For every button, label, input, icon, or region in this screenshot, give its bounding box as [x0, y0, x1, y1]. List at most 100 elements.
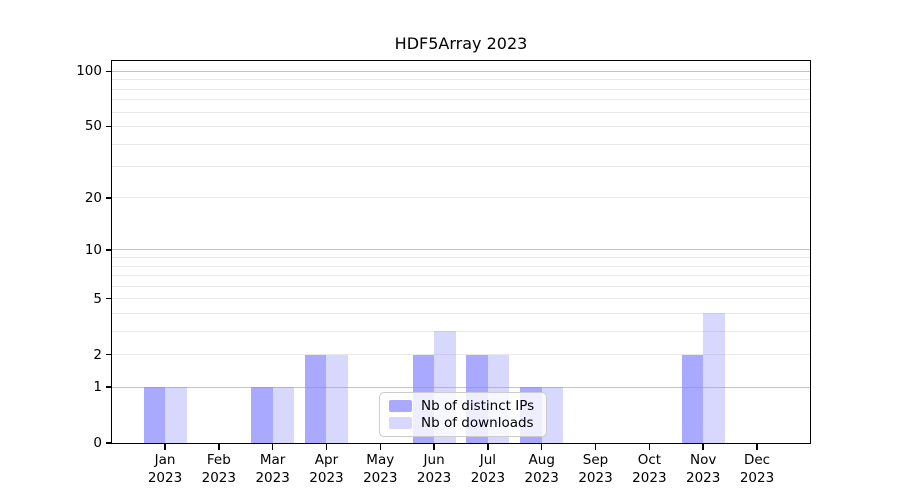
x-tick-label-line-1: Jun [423, 452, 445, 468]
legend-label-downloads: Nb of downloads [421, 414, 534, 431]
x-tick-sep-2023 [594, 443, 597, 450]
gridline-2 [112, 354, 810, 356]
x-tick-label-line-1: Sep [582, 452, 609, 468]
y-tick-label-100: 100 [76, 63, 102, 80]
y-tick-label-10: 10 [84, 241, 102, 258]
gridline-5 [112, 298, 810, 300]
x-tick-aug-2023 [541, 443, 543, 450]
x-tick-nov-2023 [702, 443, 704, 450]
gridline-50 [112, 125, 810, 127]
x-tick-label-line-2: 2023 [255, 469, 290, 486]
x-tick-label-line-1: May [366, 452, 395, 468]
legend-entry-distinct-ips: Nb of distinct IPs [389, 398, 537, 414]
x-tick-label-line-2: 2023 [685, 469, 721, 486]
x-tick-label-line-1: Apr [314, 452, 339, 468]
x-tick-label-may-2023: May 2023 [335, 452, 425, 487]
x-tick-label-line-1: Nov [689, 452, 717, 468]
x-tick-jun-2023 [433, 443, 435, 450]
x-tick-apr-2023 [325, 443, 328, 450]
x-tick-label-line-1: Jul [479, 452, 497, 468]
gridline-60 [112, 111, 810, 113]
gridline-70 [112, 99, 810, 101]
x-tick-label-dec-2023: Dec 2023 [712, 452, 802, 487]
x-tick-label-line-1: Oct [637, 452, 662, 468]
y-tick-20 [106, 197, 112, 199]
gridline-3 [112, 330, 810, 332]
x-tick-label-line-2: 2023 [470, 469, 506, 486]
x-tick-oct-2023 [648, 443, 651, 450]
x-tick-label-line-2: 2023 [739, 469, 775, 486]
x-tick-label-line-2: 2023 [416, 469, 452, 486]
bar-nb-of-distinct-ips-mar-2023 [251, 387, 273, 443]
bar-nb-of-downloads-aug-2023 [541, 387, 564, 443]
x-tick-dec-2023 [756, 443, 758, 450]
x-tick-label-jul-2023: Jul 2023 [443, 452, 533, 487]
plot-area [111, 60, 811, 444]
gridline-6 [112, 285, 810, 287]
bar-nb-of-distinct-ips-jan-2023 [143, 387, 165, 443]
y-tick-100 [106, 70, 112, 73]
legend-label-distinct-ips: Nb of distinct IPs [421, 398, 535, 415]
y-tick-label-5: 5 [93, 290, 102, 307]
gridline-100 [112, 70, 810, 72]
y-tick-label-2: 2 [93, 346, 102, 363]
x-tick-label-nov-2023: Nov 2023 [658, 452, 748, 487]
x-tick-feb-2023 [218, 443, 220, 450]
x-tick-jul-2023 [487, 443, 489, 450]
y-tick-50 [106, 125, 112, 128]
legend: Nb of distinct IPs Nb of downloads [379, 392, 547, 437]
x-tick-label-line-1: Dec [743, 452, 771, 468]
x-tick-label-line-2: 2023 [363, 469, 398, 486]
gridline-90 [112, 79, 810, 81]
bar-nb-of-downloads-jan-2023 [165, 387, 187, 443]
gridline-4 [112, 312, 810, 314]
bar-nb-of-downloads-mar-2023 [272, 387, 295, 443]
x-tick-label-line-1: Jan [154, 452, 176, 468]
gridline-7 [112, 275, 810, 277]
bar-nb-of-distinct-ips-apr-2023 [304, 354, 327, 443]
gridline-8 [112, 265, 810, 267]
x-tick-label-line-2: 2023 [632, 469, 667, 486]
legend-swatch-downloads [389, 416, 412, 429]
gridline-1 [112, 386, 810, 388]
y-tick-5 [106, 298, 112, 300]
legend-entry-downloads: Nb of downloads [389, 415, 537, 431]
x-tick-label-mar-2023: Mar 2023 [228, 452, 318, 487]
x-tick-label-aug-2023: Aug 2023 [497, 452, 587, 487]
bar-nb-of-downloads-apr-2023 [326, 354, 348, 443]
gridline-9 [112, 257, 810, 259]
bar-nb-of-downloads-nov-2023 [703, 313, 725, 443]
x-tick-label-line-1: Mar [259, 452, 286, 468]
gridline-10 [112, 249, 810, 251]
chart-title: HDF5Array 2023 [394, 34, 528, 53]
gridline-80 [112, 88, 810, 90]
gridline-20 [112, 197, 810, 199]
gridline-40 [112, 143, 810, 145]
x-tick-label-sep-2023: Sep 2023 [551, 452, 641, 487]
y-tick-label-20: 20 [84, 189, 102, 206]
x-tick-mar-2023 [271, 443, 274, 450]
x-tick-label-feb-2023: Feb 2023 [174, 452, 264, 487]
legend-swatch-distinct-ips [389, 400, 412, 413]
gridline-30 [112, 166, 810, 168]
x-tick-may-2023 [379, 443, 381, 450]
y-tick-2 [106, 353, 112, 356]
x-tick-label-jan-2023: Jan 2023 [120, 452, 210, 487]
y-tick-1 [106, 386, 112, 388]
x-tick-label-line-2: 2023 [578, 469, 613, 486]
x-tick-label-jun-2023: Jun 2023 [389, 452, 479, 487]
x-tick-label-line-1: Feb [206, 452, 231, 468]
x-tick-label-line-2: 2023 [201, 469, 236, 486]
x-tick-label-oct-2023: Oct 2023 [604, 452, 694, 487]
y-tick-label-1: 1 [93, 379, 102, 396]
y-tick-label-50: 50 [84, 118, 102, 135]
x-tick-jan-2023 [164, 443, 166, 450]
x-tick-label-line-2: 2023 [147, 469, 183, 486]
x-tick-label-line-2: 2023 [524, 469, 559, 486]
x-tick-label-apr-2023: Apr 2023 [281, 452, 371, 487]
y-tick-0 [106, 442, 112, 444]
y-tick-label-0: 0 [93, 435, 102, 451]
bar-nb-of-distinct-ips-nov-2023 [681, 354, 704, 443]
x-tick-label-line-2: 2023 [309, 469, 344, 486]
